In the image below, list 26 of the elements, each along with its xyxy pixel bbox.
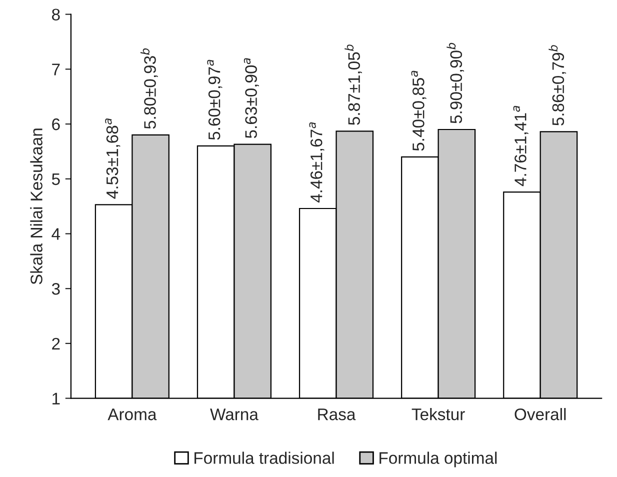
x-tick-label: Rasa — [318, 408, 356, 420]
y-tick-label: 4 — [52, 228, 60, 240]
x-tick-label: Overall — [514, 408, 566, 420]
data-label: 5.60±0,97$^{a}$ — [207, 60, 222, 140]
data-label: 5.87±1,05$^{b}$ — [344, 44, 362, 125]
y-tick-label: 7 — [52, 64, 60, 76]
data-label: 5.63±0,90$^{a}$ — [244, 58, 259, 138]
y-tick-label: 1 — [52, 392, 60, 404]
legend-label: Formula optimal — [380, 452, 497, 468]
data-label: 5.86±0,79$^{b}$ — [548, 45, 566, 126]
x-tick-label: Aroma — [108, 408, 157, 420]
data-label: 5.40±0,85$^{a}$ — [411, 70, 426, 151]
y-tick-label: 6 — [52, 118, 60, 130]
y-tick-label: 3 — [52, 282, 60, 295]
y-tick-label: 5 — [52, 173, 60, 186]
data-label: 5.80±0,93$^{b}$ — [140, 48, 158, 129]
y-tick-label: 8 — [52, 8, 60, 21]
y-tick-label: 2 — [52, 338, 60, 350]
data-label: 4.53±1,68$^{a}$ — [105, 118, 120, 199]
x-tick-label: Warna — [210, 408, 258, 420]
legend-label: Formula tradisional — [194, 452, 334, 464]
data-label: 4.46±1,67$^{a}$ — [309, 122, 324, 203]
x-tick-label: Tekstur — [412, 408, 465, 420]
y-axis-title: Skala Nilai Kesukaan — [30, 128, 42, 284]
data-label: 5.90±0,90$^{b}$ — [446, 42, 464, 124]
data-label: 4.76±1,41$^{a}$ — [513, 106, 528, 186]
